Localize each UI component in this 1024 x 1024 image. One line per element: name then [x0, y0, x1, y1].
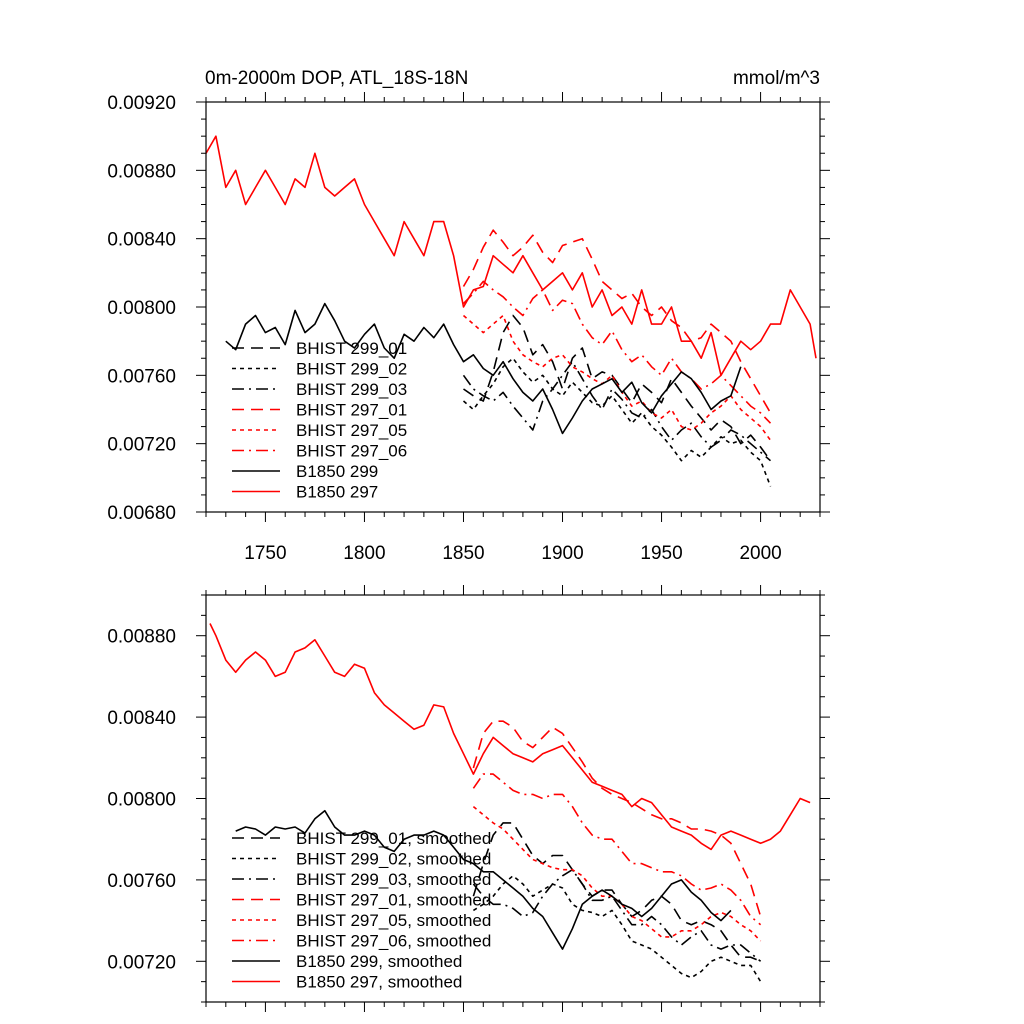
- top-chart: 0m-2000m DOP, ATL_18S-18N mmol/m^3 1750 1…: [107, 68, 830, 564]
- x-tick-label: 1900: [541, 543, 583, 564]
- legend-label: BHIST 299_01, smoothed: [296, 829, 491, 848]
- y-tick-label: 0.00760: [107, 366, 176, 387]
- legend-label: B1850 297, smoothed: [296, 973, 462, 992]
- y-tick-label: 0.00800: [107, 298, 176, 319]
- y-tick-label: 0.00680: [107, 503, 176, 524]
- y-tick-label: 0.00920: [107, 93, 176, 114]
- x-tick-label: 1750: [244, 543, 286, 564]
- y-tick-label: 0.00720: [107, 952, 176, 973]
- bottom-plot-lines: [209, 623, 811, 983]
- chart-units: mmol/m^3: [733, 68, 820, 89]
- bottom-legend: BHIST 299_01, smoothed BHIST 299_02, smoo…: [232, 829, 491, 992]
- legend-label: BHIST 299_02: [296, 360, 407, 379]
- series-line-7: [225, 302, 742, 435]
- series-line-8: [209, 623, 811, 851]
- series-line-2: [462, 357, 772, 487]
- x-tick-label: 1800: [343, 543, 385, 564]
- x-tick-label: 1850: [442, 543, 484, 564]
- legend-label: B1850 297: [296, 483, 378, 502]
- series-line-6: [472, 773, 762, 926]
- y-tick-label: 0.00800: [107, 790, 176, 811]
- series-line-1: [472, 822, 761, 963]
- top-axes: 1750 1800 1850 1900 1950 2000 0.00680 0.00720 0.…: [107, 92, 830, 564]
- legend-label: BHIST 297_06: [296, 442, 407, 461]
- legend-label: BHIST 297_05, smoothed: [296, 911, 491, 930]
- chart-title: 0m-2000m DOP, ATL_18S-18N: [205, 68, 468, 89]
- series-line-2: [472, 874, 762, 983]
- legend-label: BHIST 297_01: [296, 401, 407, 420]
- y-tick-label: 0.00840: [107, 230, 176, 251]
- y-tick-label: 0.00880: [107, 161, 176, 182]
- x-tick-label: 2000: [739, 543, 781, 564]
- series-line-5: [462, 314, 772, 441]
- y-tick-label: 0.00720: [107, 435, 176, 456]
- series-line-4: [462, 229, 772, 414]
- series-line-4: [472, 720, 762, 917]
- legend-label: B1850 299: [296, 462, 378, 481]
- series-line-3: [462, 360, 772, 462]
- series-line-8: [206, 135, 817, 377]
- legend-label: BHIST 297_06, smoothed: [296, 932, 491, 951]
- bottom-chart: 0.00720 0.00760 0.00800 0.00840 0.00880 BHIS…: [107, 585, 830, 1012]
- series-line-1: [463, 314, 772, 462]
- series-line-3: [472, 868, 762, 962]
- top-plot-lines: [206, 135, 817, 487]
- legend-label: BHIST 299_03, smoothed: [296, 870, 491, 889]
- series-line-6: [462, 280, 772, 424]
- legend-label: BHIST 299_02, smoothed: [296, 850, 491, 869]
- series-line-7: [235, 809, 732, 950]
- legend-label: BHIST 297_01, smoothed: [296, 891, 491, 910]
- x-tick-label: 1950: [640, 543, 682, 564]
- y-tick-label: 0.00840: [107, 708, 176, 729]
- legend-label: B1850 299, smoothed: [296, 952, 462, 971]
- y-tick-label: 0.00880: [107, 627, 176, 648]
- legend-label: BHIST 297_05: [296, 421, 407, 440]
- bottom-axes: 0.00720 0.00760 0.00800 0.00840 0.00880: [107, 585, 830, 1012]
- y-tick-label: 0.00760: [107, 871, 176, 892]
- legend-label: BHIST 299_03: [296, 380, 407, 399]
- legend-label: BHIST 299_01: [296, 339, 407, 358]
